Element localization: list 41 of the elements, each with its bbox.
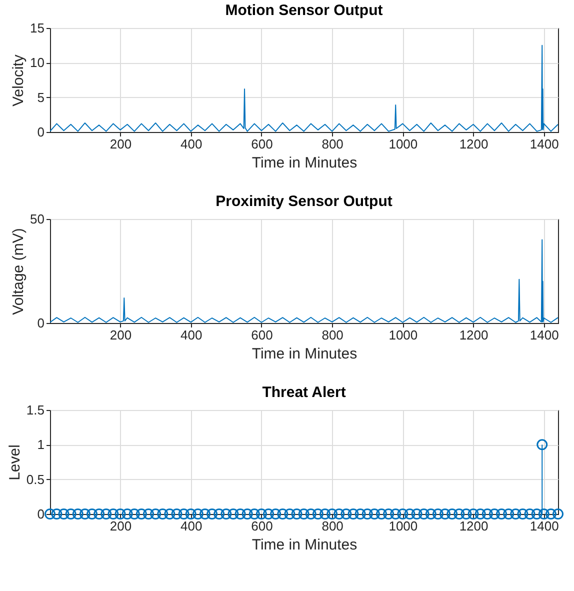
y-tick-label: 1 (37, 437, 44, 452)
y-axis-title: Velocity (10, 54, 28, 106)
x-axis-title: Time in Minutes (252, 346, 358, 362)
y-axis-title: Voltage (mV) (10, 228, 28, 315)
y-tick-label: 0 (37, 124, 44, 140)
chart-title: Threat Alert (262, 384, 346, 401)
x-tick-label: 1200 (459, 518, 488, 534)
y-tick-label: 50 (30, 212, 44, 226)
x-tick-label: 400 (180, 136, 202, 152)
x-tick-label: 1400 (530, 518, 559, 534)
x-tick-label: 1400 (530, 328, 559, 342)
x-axis-title: Time in Minutes (252, 536, 358, 554)
x-tick-label: 1000 (388, 518, 418, 534)
x-tick-label: 200 (110, 136, 132, 152)
y-tick-label: 0 (37, 506, 44, 522)
x-tick-label: 1000 (388, 136, 418, 152)
x-tick-label: 600 (251, 136, 273, 152)
x-tick-label: 800 (322, 136, 344, 152)
x-tick-label: 600 (251, 328, 273, 342)
y-axis-title: Level (6, 444, 24, 480)
x-tick-label: 200 (110, 328, 132, 342)
x-axis-title: Time in Minutes (252, 154, 358, 172)
y-tick-label: 15 (30, 20, 44, 36)
line-series (50, 239, 558, 323)
x-tick-label: 200 (110, 518, 132, 534)
y-tick-label: 10 (30, 55, 44, 70)
chart-title: Proximity Sensor Output (216, 193, 392, 210)
y-tick-label: 0.5 (26, 472, 44, 487)
y-tick-label: 0 (37, 316, 44, 330)
x-tick-label: 1200 (459, 136, 488, 152)
x-tick-label: 1400 (530, 136, 559, 152)
y-tick-label: 1.5 (26, 402, 44, 418)
x-tick-label: 600 (251, 518, 273, 534)
x-tick-label: 1000 (388, 328, 418, 342)
x-tick-label: 800 (322, 518, 344, 534)
x-tick-label: 1200 (459, 328, 488, 342)
chart-title: Motion Sensor Output (225, 2, 383, 19)
x-tick-label: 400 (180, 328, 202, 342)
x-tick-label: 800 (322, 328, 344, 342)
y-tick-label: 5 (37, 90, 44, 105)
x-tick-label: 400 (180, 518, 202, 534)
